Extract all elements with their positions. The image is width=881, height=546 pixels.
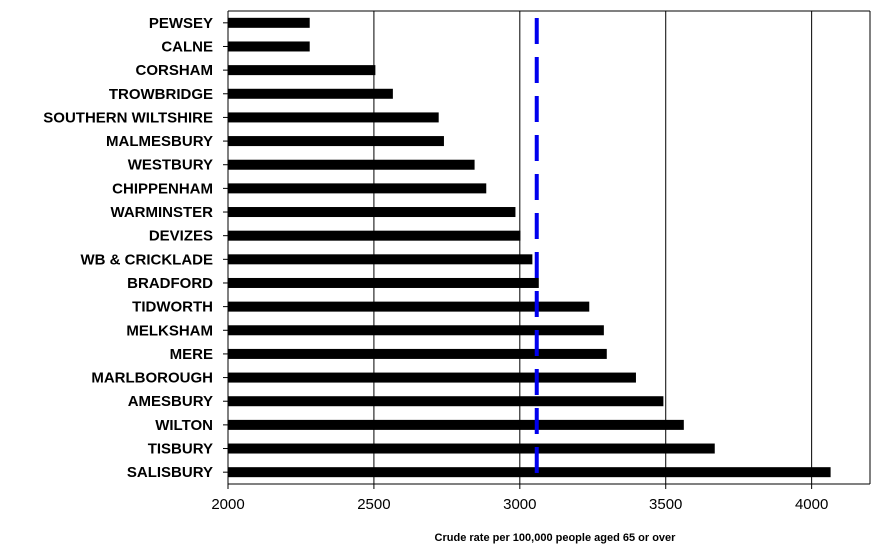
bar (228, 159, 475, 170)
category-label: WB & CRICKLADE (81, 251, 214, 268)
bar (228, 17, 310, 28)
category-label: PEWSEY (149, 15, 213, 32)
category-label: CHIPPENHAM (112, 180, 213, 197)
category-label: WESTBURY (128, 157, 213, 174)
bar (228, 112, 439, 123)
category-label: MERE (170, 346, 213, 363)
category-label: TROWBRIDGE (109, 86, 213, 103)
category-label: WARMINSTER (111, 204, 214, 221)
category-label: TIDWORTH (132, 299, 213, 316)
category-label: CALNE (161, 38, 213, 55)
bar (228, 372, 636, 383)
category-label: MARLBOROUGH (91, 370, 213, 387)
bar (228, 254, 533, 265)
category-label: MELKSHAM (126, 322, 213, 339)
bar (228, 419, 684, 430)
bar (228, 348, 607, 359)
axes (223, 10, 871, 489)
bar (228, 467, 831, 478)
category-label: DEVIZES (149, 228, 213, 245)
x-tick-label: 4000 (795, 496, 828, 513)
category-label: SOUTHERN WILTSHIRE (43, 109, 213, 126)
x-tick-label: 2000 (211, 496, 244, 513)
x-tick-label: 3500 (649, 496, 682, 513)
bar (228, 277, 539, 288)
x-tick-label: 3000 (503, 496, 536, 513)
category-label: MALMESBURY (106, 133, 213, 150)
x-axis-title: Crude rate per 100,000 people aged 65 or… (435, 532, 677, 544)
category-label: SALISBURY (127, 464, 213, 481)
bar (228, 41, 310, 52)
category-label: WILTON (155, 417, 213, 434)
bar (228, 325, 604, 336)
bar (228, 396, 664, 407)
category-label: AMESBURY (128, 393, 213, 410)
bar (228, 88, 393, 99)
gridlines (373, 11, 813, 484)
bar (228, 301, 590, 312)
category-labels: PEWSEY CALNE CORSHAM TROWBRIDGE SOUTHERN WIL… (43, 15, 213, 481)
x-tick-label: 2500 (357, 496, 390, 513)
bar (228, 65, 376, 76)
bar (228, 207, 516, 218)
bars (228, 17, 831, 478)
category-label: CORSHAM (136, 62, 214, 79)
bar (228, 136, 444, 147)
category-label: TISBURY (148, 441, 213, 458)
bar (228, 230, 521, 241)
bar (228, 183, 487, 194)
category-label: BRADFORD (127, 275, 213, 292)
bar (228, 443, 715, 454)
tick-labels: 2000 2500 3000 3500 4000 (211, 496, 828, 513)
